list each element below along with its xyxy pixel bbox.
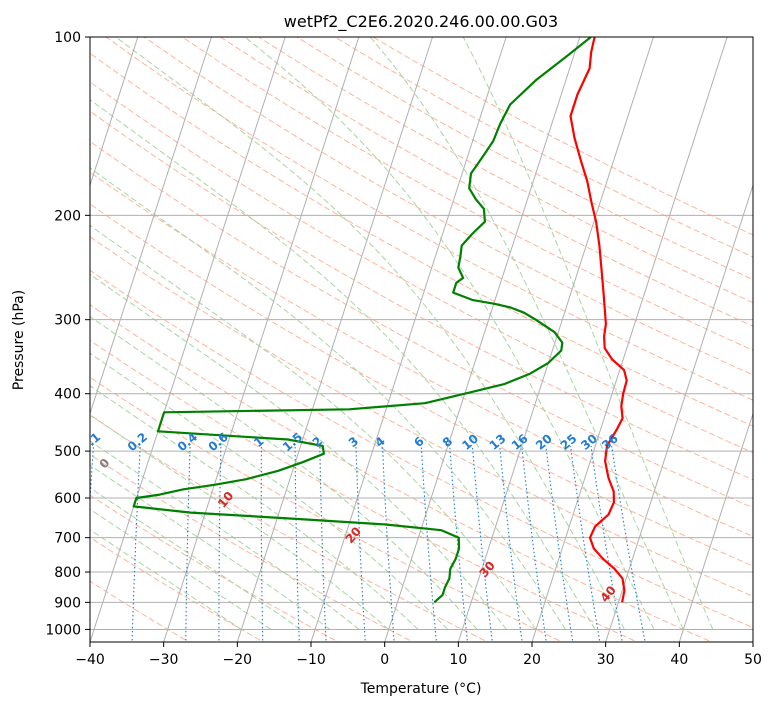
moist-adiabat — [90, 352, 448, 630]
plot-area: 0.10.20.40.611.52346810131620253036-100-… — [90, 37, 753, 642]
dry-adiabat — [143, 37, 753, 376]
x-tick-label: −40 — [75, 652, 105, 668]
profile-lines — [132, 37, 628, 604]
plot-frame — [89, 36, 754, 643]
x-tick-label: 50 — [744, 652, 762, 668]
isotherm-line — [163, 37, 360, 642]
chart-title: wetPf2_C2E6.2020.246.00.00.G03 — [284, 12, 558, 32]
y-tick-label: 100 — [54, 30, 81, 46]
moist-adiabat — [90, 464, 331, 630]
dry-adiabat — [90, 171, 753, 538]
y-tick-label: 500 — [54, 444, 81, 460]
isotherm-line — [531, 37, 728, 642]
mixing-ratio-line — [319, 445, 327, 642]
isotherm-line — [605, 183, 753, 642]
x-tick-label: −10 — [296, 652, 326, 668]
x-axis-label: Temperature (°C) — [360, 681, 482, 697]
moist-adiabat — [244, 37, 655, 630]
y-tick-label: 600 — [54, 491, 81, 507]
x-tick-label: 30 — [597, 652, 615, 668]
mixing-ratio-line — [185, 445, 191, 642]
x-tick-label: 10 — [449, 652, 467, 668]
mixing-ratio-line — [355, 445, 366, 642]
moist-adiabat — [90, 529, 242, 630]
moist-adiabat — [90, 224, 537, 630]
mixing-ratio-line — [570, 445, 601, 642]
y-tick-label: 700 — [54, 531, 81, 547]
isotherm-line — [90, 37, 139, 187]
moist-adiabat — [90, 487, 301, 630]
y-tick-label: 1000 — [45, 622, 81, 638]
isotherm-line — [310, 37, 507, 642]
dry-adiabat — [258, 37, 753, 304]
dry-adiabat — [105, 37, 753, 401]
dewpoint-line — [132, 37, 592, 604]
x-tick-label: 40 — [670, 652, 688, 668]
moist-adiabat — [462, 37, 714, 630]
y-tick-label: 900 — [54, 595, 81, 611]
dry-adiabat — [90, 236, 753, 598]
dry-adiabat — [90, 376, 564, 642]
mixing-ratio-line — [471, 445, 493, 642]
x-tick-label: 0 — [380, 652, 389, 668]
moist-adiabat — [90, 508, 272, 630]
isotherm-line — [678, 412, 753, 642]
temperature-line — [569, 37, 628, 603]
dry-adiabat — [181, 37, 753, 351]
mixing-ratio-line — [449, 445, 469, 642]
isobars — [90, 37, 753, 630]
isotherm-line — [236, 37, 433, 642]
x-tick-label: 20 — [523, 652, 541, 668]
moist-adiabat — [90, 414, 390, 630]
moist-adiabats — [90, 37, 714, 630]
mixing-ratio-line — [294, 445, 300, 642]
y-tick-label: 300 — [54, 313, 81, 329]
dry-adiabat — [90, 140, 753, 509]
mixing-ratio-line — [590, 445, 623, 642]
mixing-ratio-line — [545, 445, 574, 642]
y-tick-label: 800 — [54, 565, 81, 581]
moist-adiabat — [115, 37, 625, 630]
dry-adiabat — [90, 110, 753, 481]
mixing-ratio-line — [611, 445, 646, 642]
y-tick-label: 400 — [54, 387, 81, 403]
mixing-ratio-line — [420, 445, 437, 642]
isotherms — [90, 37, 753, 642]
moist-adiabat — [90, 98, 596, 630]
x-axis-ticks: −40 −30 −20 −10 0 10 20 30 40 50 — [75, 642, 762, 668]
moist-adiabat — [90, 273, 507, 630]
isotherm-line — [90, 37, 212, 416]
dry-adiabat — [90, 52, 753, 427]
x-tick-label: −20 — [223, 652, 253, 668]
y-axis-label: Pressure (hPa) — [11, 290, 27, 390]
isotherm-line — [384, 37, 581, 642]
dry-adiabat — [90, 269, 753, 629]
mixing-ratio-lines — [90, 445, 646, 642]
mixing-ratio-line — [218, 445, 222, 642]
y-tick-label: 200 — [54, 208, 81, 224]
x-tick-label: −30 — [149, 652, 179, 668]
moist-adiabat — [369, 37, 684, 630]
mixing-ratio-line — [499, 445, 523, 642]
mixing-ratio-line — [131, 445, 141, 642]
isotherm-line — [90, 37, 286, 642]
moist-adiabat — [90, 167, 566, 630]
mixing-ratio-line — [521, 445, 547, 642]
moist-adiabat — [90, 440, 360, 630]
mixing-ratio-line — [260, 445, 264, 642]
mixing-ratio-line — [381, 445, 395, 642]
y-axis-ticks: 100 200 300 400 500 600 700 800 900 1000 — [45, 30, 90, 638]
moist-adiabat — [90, 315, 478, 630]
isotherm-line — [457, 37, 654, 642]
